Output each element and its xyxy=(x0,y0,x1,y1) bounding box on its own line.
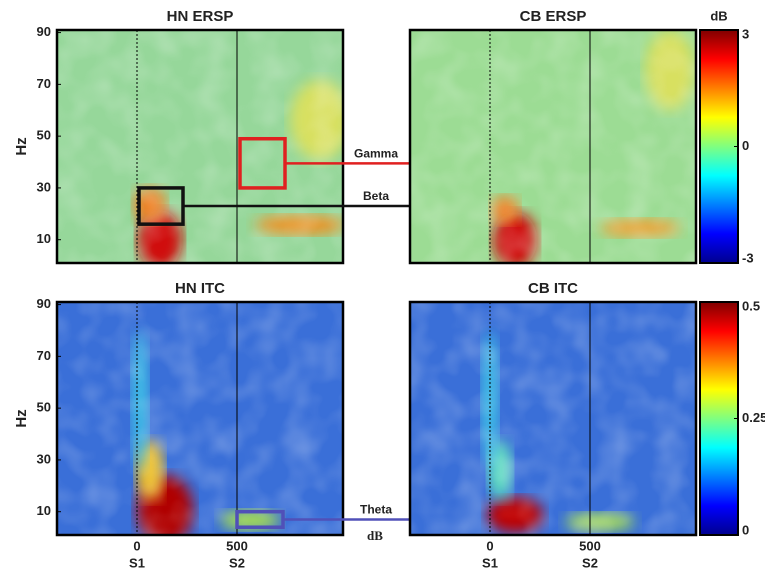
panel-frame xyxy=(408,300,698,537)
panel-frame xyxy=(55,28,345,265)
colorbar-tick-label: 0 xyxy=(742,138,749,153)
panel-frame xyxy=(408,28,698,265)
y-tick-label: 50 xyxy=(37,400,51,415)
panel-title: HN ERSP xyxy=(167,8,234,25)
region-box xyxy=(235,509,285,529)
panel-frame xyxy=(55,300,345,537)
y-tick-label: 70 xyxy=(37,76,51,91)
y-tick-label: 90 xyxy=(37,296,51,311)
panel-title: HN ITC xyxy=(175,280,225,297)
y-axis-label: Hz xyxy=(13,409,30,427)
region-label: Beta xyxy=(363,189,389,203)
x-event-label: S2 xyxy=(229,555,245,570)
panel-title: CB ITC xyxy=(528,280,578,297)
y-tick-label: 30 xyxy=(37,451,51,466)
x-tick-label: 500 xyxy=(226,538,248,553)
colorbar-tick-label: -3 xyxy=(742,250,754,265)
panel-title: CB ERSP xyxy=(520,8,587,25)
x-event-label: S1 xyxy=(129,555,145,570)
heatmap xyxy=(57,302,343,535)
x-tick-label: 500 xyxy=(579,538,601,553)
heatmap xyxy=(410,302,696,535)
x-event-label: S1 xyxy=(482,555,498,570)
region-box xyxy=(137,186,185,226)
y-tick-label: 10 xyxy=(37,231,51,246)
heatmap-texture xyxy=(410,302,696,535)
x-tick-label: 0 xyxy=(486,538,493,553)
x-tick-label: 0 xyxy=(133,538,140,553)
region-label: Theta xyxy=(360,503,392,517)
colorbar-tick-label: 0.5 xyxy=(742,298,760,313)
heatmap-texture xyxy=(57,30,343,263)
heatmap xyxy=(57,30,343,263)
colorbar-label: dB xyxy=(710,8,727,23)
heatmap xyxy=(410,30,696,263)
region-box xyxy=(238,136,287,190)
y-axis-label: Hz xyxy=(13,137,30,155)
y-tick-label: 50 xyxy=(37,128,51,143)
colorbar-tick-label: 0.25 xyxy=(742,410,765,425)
region-label: Gamma xyxy=(354,146,398,160)
colorbar xyxy=(699,301,739,536)
y-tick-label: 90 xyxy=(37,24,51,39)
footnote: dB xyxy=(367,528,383,543)
y-tick-label: 30 xyxy=(37,179,51,194)
colorbar-tick-label: 3 xyxy=(742,26,749,41)
heatmap-texture xyxy=(57,302,343,535)
colorbar xyxy=(699,29,739,264)
heatmap-texture xyxy=(410,30,696,263)
y-tick-label: 10 xyxy=(37,503,51,518)
colorbar-tick-label: 0 xyxy=(742,522,749,537)
x-event-label: S2 xyxy=(582,555,598,570)
y-tick-label: 70 xyxy=(37,348,51,363)
